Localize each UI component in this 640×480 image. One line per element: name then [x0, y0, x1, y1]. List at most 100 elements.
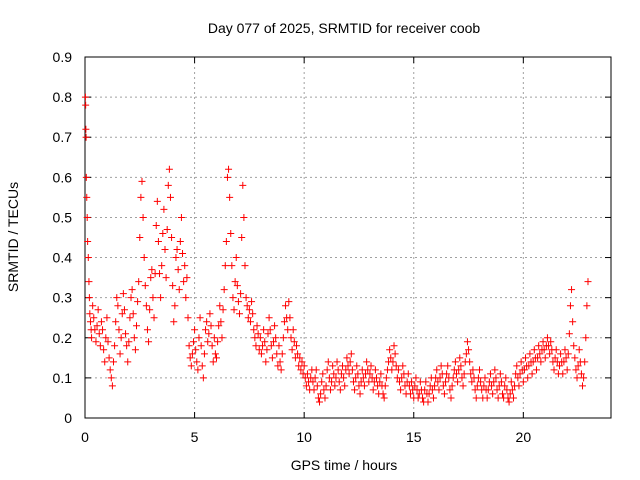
y-tick-label: 0.8 [53, 89, 73, 105]
data-point [129, 310, 137, 318]
data-point [253, 322, 261, 330]
data-point [108, 382, 116, 390]
data-point [496, 370, 504, 378]
data-point [490, 378, 498, 386]
data-point [489, 390, 497, 398]
data-point [168, 234, 176, 241]
data-point [135, 278, 143, 286]
data-point [203, 318, 211, 326]
data-point [513, 362, 521, 370]
data-point [404, 370, 412, 378]
data-point [580, 374, 588, 382]
data-point [145, 338, 153, 346]
data-point [249, 310, 257, 318]
chart-title: Day 077 of 2025, SRMTID for receiver coo… [208, 20, 481, 36]
y-tick-label: 0.2 [53, 330, 73, 346]
data-point [516, 370, 524, 378]
data-point [223, 173, 231, 181]
data-point [170, 318, 178, 326]
data-point [125, 338, 133, 346]
data-point [274, 362, 282, 370]
data-point [448, 382, 456, 390]
data-point [508, 386, 516, 394]
data-point [425, 390, 433, 398]
data-point [522, 354, 530, 362]
data-point [539, 338, 547, 346]
x-tick-label: 5 [191, 429, 199, 445]
data-point [491, 366, 499, 374]
data-point [451, 358, 459, 366]
data-point [187, 362, 195, 370]
data-point [115, 326, 123, 334]
x-tick-label: 10 [296, 429, 312, 445]
data-point [263, 346, 271, 354]
data-point [192, 346, 200, 354]
data-point [312, 366, 320, 374]
data-point [584, 278, 592, 286]
data-point [261, 338, 269, 346]
data-point [386, 346, 394, 354]
data-point [391, 350, 399, 358]
data-point [480, 382, 488, 390]
data-point [282, 302, 290, 310]
data-point [397, 386, 405, 394]
data-point [357, 378, 365, 386]
data-point [218, 334, 226, 342]
x-tick-label: 20 [516, 429, 532, 445]
data-point [271, 322, 279, 330]
data-point [343, 354, 351, 362]
data-point [176, 238, 184, 246]
data-point [454, 378, 462, 386]
data-point [221, 262, 229, 270]
data-point [143, 326, 151, 334]
data-point [285, 298, 293, 306]
data-point [559, 370, 567, 378]
data-point [276, 358, 284, 366]
data-point [575, 346, 583, 354]
data-point [334, 366, 342, 374]
data-point [280, 318, 288, 326]
data-point [262, 358, 270, 366]
data-point [200, 350, 208, 358]
data-point [331, 382, 339, 390]
data-point [214, 338, 222, 346]
data-point [140, 254, 148, 262]
data-point [103, 314, 111, 322]
data-point [457, 362, 465, 370]
data-point [524, 374, 532, 382]
data-point [92, 338, 100, 346]
data-point [473, 382, 481, 390]
data-point [571, 354, 579, 362]
data-point [294, 350, 302, 358]
data-point [165, 165, 173, 173]
data-point [341, 382, 349, 390]
data-point [206, 310, 214, 318]
data-point [222, 238, 230, 246]
x-axis-label: GPS time / hours [291, 457, 398, 473]
data-point [297, 366, 305, 374]
data-point [242, 294, 250, 302]
data-point [561, 346, 569, 354]
data-point [436, 374, 444, 382]
data-point [105, 354, 113, 362]
data-point [364, 366, 372, 374]
data-point [138, 177, 146, 185]
data-point [424, 398, 432, 406]
data-point [574, 362, 582, 370]
data-point [499, 390, 507, 398]
data-point [562, 354, 570, 362]
data-point [353, 362, 361, 370]
data-point [254, 330, 262, 338]
data-point [104, 338, 112, 346]
data-point [483, 394, 491, 402]
data-point [164, 181, 172, 189]
data-point [215, 322, 223, 330]
data-point [177, 213, 185, 221]
data-point [435, 386, 443, 394]
data-point [139, 213, 147, 221]
data-point [303, 370, 311, 378]
data-point [220, 286, 228, 294]
data-point [474, 374, 482, 382]
y-tick-label: 0.5 [53, 209, 73, 225]
